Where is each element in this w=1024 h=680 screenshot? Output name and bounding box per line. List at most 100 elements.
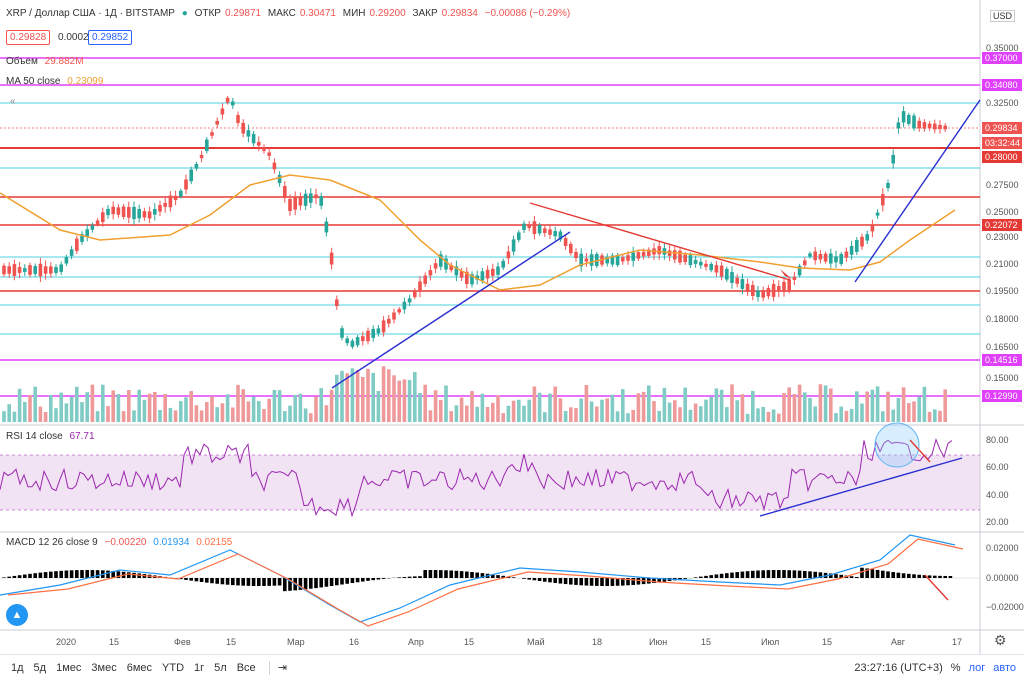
volume-bar [12,411,17,422]
symbol-legend: XRP / Доллар США · 1Д · BITSTAMP ● ОТКР 0… [6,8,574,19]
rsi-axis-label: 20.00 [986,517,1009,527]
volume-bar [75,386,79,422]
timeframe-button[interactable]: 1д [11,661,24,674]
macd-hist-bar [449,570,453,578]
candle-body [345,338,349,344]
candle-body [855,240,859,252]
volume-bar [80,402,84,422]
timeframe-button[interactable]: YTD [162,661,185,674]
rsi-band [0,455,980,510]
price-axis-label: 0.16500 [986,342,1019,352]
price-chart-svg[interactable]: 0.35000 0.32500 0.27500 0.25000 0.23000 0.210… [0,0,1024,654]
time-axis-label: 15 [109,637,119,647]
macd-hist-bar [771,570,776,578]
macd-hist-bar [834,574,838,578]
timeframe-button[interactable]: 1г [194,661,205,674]
candle-body [433,263,438,269]
volume-bar [38,406,43,422]
price-axis-label: 0.21000 [986,259,1019,269]
macd-hist-bar [730,572,734,578]
price-tag-bg [982,137,1022,149]
volume-bar [792,393,797,422]
price-tag-bg [982,52,1022,64]
ask-price-box[interactable]: 0.29852 [88,30,133,45]
timeframe-button[interactable]: 1мес [56,661,82,674]
percent-toggle[interactable]: % [950,661,961,674]
macd-hist-bar [662,578,667,582]
macd-hist-bar [860,567,864,578]
volume-bar [402,379,407,422]
currency-label[interactable]: USD [990,10,1016,22]
candle-body [215,120,219,125]
timeframe-button[interactable]: 5д [33,661,47,674]
macd-axis-label: 0.00000 [986,573,1019,583]
candle-body [621,257,625,262]
macd-hist-bar [288,578,292,591]
candle-body [246,130,251,137]
volume-bar [839,406,843,422]
candle-body [168,195,173,208]
volume-bar [506,405,511,422]
macd-hist-bar [246,578,251,586]
rsi-legend: RSI 14 close 67.71 [6,431,99,442]
macd-hist-bar [127,572,131,578]
macd-hist-bar [397,577,401,578]
macd-hist-bar [329,578,334,587]
candle-body [319,196,323,206]
date-range-icon[interactable]: ⇥ [277,662,287,674]
volume-bar [147,393,152,422]
volume-bar [340,370,344,422]
macd-hist-bar [610,578,615,586]
volume-bar [423,384,427,422]
macd-hist-bar [38,572,43,578]
volume-bar [43,412,48,422]
candle-body [64,257,69,264]
bid-price-box[interactable]: 0.29828 [6,30,51,45]
log-toggle[interactable]: лог [968,661,986,674]
candle-body [220,108,225,115]
timeframe-button[interactable]: Все [236,661,256,674]
volume-bar [257,401,261,422]
candle-body [142,211,147,218]
macd-hist-bar [43,572,48,578]
clock-display[interactable]: 23:27:16 (UTC+3) [854,661,943,674]
volume-bar [142,399,147,422]
volume-bar [761,406,765,422]
macd-hist-bar [220,578,225,585]
volume-bar [225,394,230,422]
candle-body [943,125,947,130]
volume-bar [137,389,141,422]
collapse-arrows-icon[interactable]: « [10,96,16,107]
volume-bar [860,403,864,422]
macd-hist-bar [709,575,713,578]
volume-bar [241,389,245,422]
price-axis-label: 0.32500 [986,98,1019,108]
candle-body [792,276,797,280]
timeframe-button[interactable]: 3мес [91,661,117,674]
macd-hist-bar [433,570,438,578]
volume-bar [621,389,625,422]
macd-legend: MACD 12 26 close 9 −0.00220 0.01934 0.02… [6,537,236,548]
price-tag: 0.29834 [982,122,1022,134]
macd-hist-bar [938,575,942,578]
volume-bar [158,409,162,422]
candle-body [257,141,261,146]
auto-toggle[interactable]: авто [993,661,1016,674]
bottom-toolbar: 1д 5д 1мес 3мес 6мес YTD 1г 5л Все ⇥ 23:27:16 (U… [0,654,1024,680]
candle-body [335,299,339,307]
volume-bar [153,392,157,422]
timeframe-button[interactable]: 6мес [126,661,153,674]
volume-bar [922,386,927,422]
settings-gear-icon[interactable]: ⚙ [994,632,1007,648]
candle-body [231,101,235,106]
macd-hist-bar [849,576,854,578]
candle-body [496,266,500,275]
macd-hist-bar [361,578,365,582]
volume-bar [470,390,474,422]
macd-hist-bar [132,572,136,578]
timeframe-button[interactable]: 5л [214,661,227,674]
volume-bar [179,401,183,422]
candle-body [459,271,464,278]
macd-hist-bar [563,578,568,585]
